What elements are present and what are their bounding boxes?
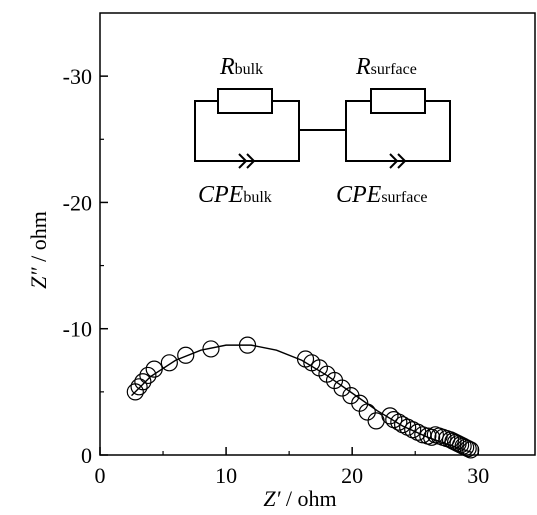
axis-tick-labels: 0 10 20 30 0 -10 -20 -30 xyxy=(63,64,490,488)
x-tick-label: 10 xyxy=(215,463,237,488)
data-series xyxy=(126,336,480,459)
data-point xyxy=(358,403,376,421)
data-point xyxy=(423,428,441,446)
plot-area xyxy=(99,12,536,456)
label-r-bulk: Rbulk xyxy=(219,54,263,80)
axis-ticks xyxy=(99,75,480,456)
x-axis-title: Z′ / ohm xyxy=(263,486,336,511)
y-axis-title-main: Z″ xyxy=(26,267,51,289)
data-point xyxy=(462,441,480,459)
cpe-surface-mark-1 xyxy=(389,153,399,169)
label-r-surface: Rsurface xyxy=(355,54,417,80)
data-point xyxy=(139,366,157,385)
data-point xyxy=(160,354,178,372)
data-point xyxy=(459,440,477,458)
x-tick-label: 20 xyxy=(341,463,363,488)
equivalent-circuit-diagram xyxy=(194,88,451,169)
cpe-bulk-mark-2 xyxy=(246,153,256,169)
cpe-bulk-mark-1 xyxy=(238,153,248,169)
x-tick-label: 30 xyxy=(467,463,489,488)
label-cpe-surface: CPEsurface xyxy=(336,182,428,208)
y-tick-label: -20 xyxy=(63,190,92,215)
data-point xyxy=(145,360,163,378)
cpe-surface-mark-2 xyxy=(397,153,407,169)
y-tick-label: 0 xyxy=(81,443,92,468)
x-axis-title-unit: / ohm xyxy=(280,486,336,511)
plot-frame xyxy=(99,12,536,456)
y-tick-label: -10 xyxy=(63,317,92,342)
y-tick-label: -30 xyxy=(63,64,92,89)
surface-loop-wire xyxy=(345,100,451,162)
data-point xyxy=(381,407,399,425)
resistor-surface xyxy=(370,88,426,114)
x-tick-label: 0 xyxy=(95,463,106,488)
fit-curve xyxy=(131,344,473,454)
data-point xyxy=(130,378,148,396)
data-point xyxy=(177,346,195,364)
data-point xyxy=(202,340,220,358)
data-point xyxy=(238,336,257,354)
resistor-bulk xyxy=(217,88,273,114)
label-cpe-bulk: CPEbulk xyxy=(198,182,272,208)
y-axis-title-unit: / ohm xyxy=(26,211,51,267)
y-axis-title: Z″ / ohm xyxy=(26,211,51,289)
bulk-loop-wire xyxy=(194,100,300,162)
x-axis-title-main: Z′ xyxy=(263,486,281,511)
data-point xyxy=(390,413,408,431)
data-point xyxy=(134,373,152,391)
